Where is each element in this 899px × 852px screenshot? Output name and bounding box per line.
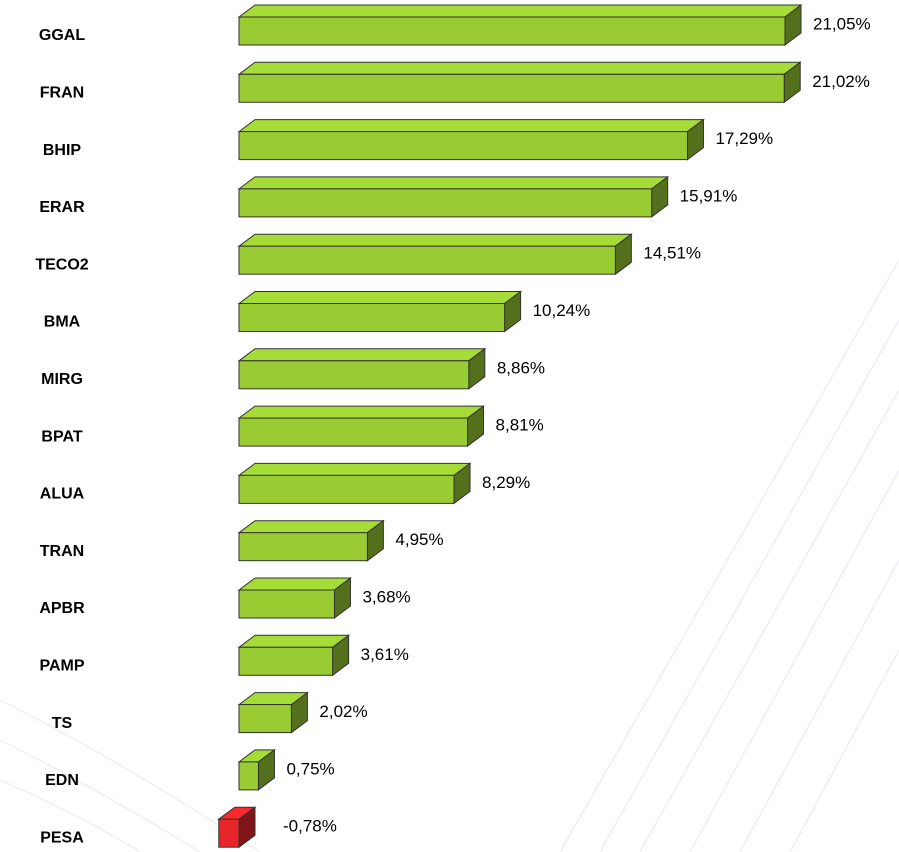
bar-top bbox=[237, 4, 803, 18]
value-label: 21,02% bbox=[812, 72, 870, 91]
bar-top bbox=[237, 119, 705, 133]
bar bbox=[238, 704, 292, 734]
bar bbox=[238, 131, 688, 161]
value-label: 8,86% bbox=[497, 358, 545, 377]
category-label: MIRG bbox=[41, 371, 83, 388]
bar-top bbox=[237, 61, 802, 75]
bar bbox=[238, 360, 470, 390]
bar bbox=[238, 532, 368, 562]
category-label: TRAN bbox=[40, 543, 84, 560]
category-label: BPAT bbox=[41, 428, 82, 445]
value-label: 15,91% bbox=[680, 186, 738, 205]
bar-top bbox=[237, 233, 633, 247]
category-label: ALUA bbox=[40, 486, 85, 503]
value-label: 0,75% bbox=[286, 759, 334, 778]
bar-top bbox=[237, 577, 352, 591]
bar bbox=[238, 589, 335, 619]
category-label: EDN bbox=[45, 772, 79, 789]
value-label: 2,02% bbox=[319, 702, 367, 721]
bar-top bbox=[237, 462, 472, 476]
value-label: 3,68% bbox=[362, 587, 410, 606]
category-label: BHIP bbox=[43, 142, 82, 159]
category-label: TS bbox=[52, 715, 73, 732]
value-label: 3,61% bbox=[361, 645, 409, 664]
value-label: 8,29% bbox=[482, 473, 530, 492]
bar-top bbox=[237, 405, 486, 419]
bar bbox=[218, 818, 240, 848]
value-label: 14,51% bbox=[643, 244, 701, 263]
category-label: APBR bbox=[39, 600, 85, 617]
category-label: PESA bbox=[40, 829, 84, 846]
bar-top bbox=[237, 176, 670, 190]
bar bbox=[238, 303, 506, 332]
value-label: 21,05% bbox=[813, 14, 871, 33]
value-label: 4,95% bbox=[395, 530, 443, 549]
bar bbox=[238, 73, 785, 103]
background-lines bbox=[0, 259, 899, 852]
bar bbox=[238, 188, 653, 218]
bar bbox=[238, 761, 259, 791]
value-label: 17,29% bbox=[715, 129, 773, 148]
bar bbox=[238, 646, 334, 676]
bar bbox=[238, 417, 469, 447]
bar bbox=[238, 474, 455, 504]
bar-top bbox=[237, 520, 385, 534]
category-label: TECO2 bbox=[35, 256, 88, 273]
bar-top bbox=[237, 291, 523, 304]
bar-top bbox=[237, 348, 487, 362]
bar bbox=[238, 245, 616, 275]
value-label: 10,24% bbox=[533, 301, 591, 320]
category-label: FRAN bbox=[40, 85, 84, 102]
value-label: 8,81% bbox=[496, 416, 544, 435]
category-label: ERAR bbox=[39, 199, 85, 216]
bar-top bbox=[237, 634, 351, 648]
category-label: BMA bbox=[44, 314, 81, 331]
value-label: -0,78% bbox=[283, 817, 337, 836]
bar bbox=[238, 16, 786, 46]
category-label: PAMP bbox=[39, 658, 84, 675]
category-label: GGAL bbox=[39, 27, 85, 44]
